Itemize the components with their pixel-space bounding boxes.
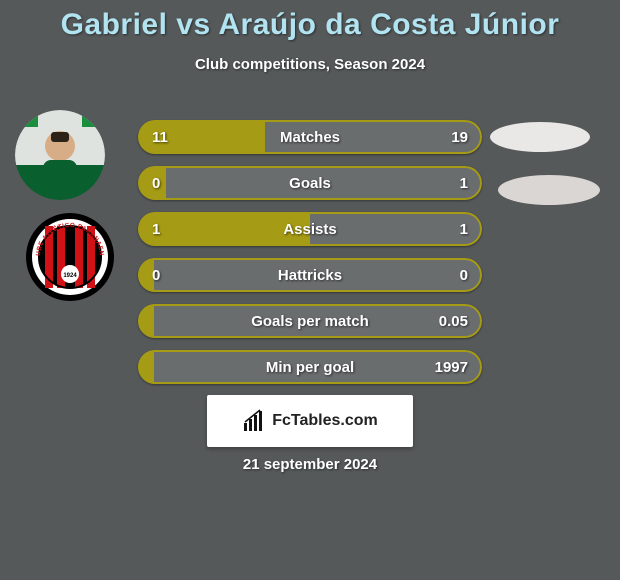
player2-value: 1997 xyxy=(435,350,468,384)
comparison-rows: Matches1119Goals01Assists11Hattricks00Go… xyxy=(138,120,482,396)
stat-label: Matches xyxy=(138,120,482,154)
player2-club-badge: 1924 CLUBE ATLÉTICO PARANAENSE xyxy=(25,212,115,302)
stat-row: Matches11 19 xyxy=(138,120,482,154)
svg-text:1924: 1924 xyxy=(63,273,77,279)
stat-label: Assists xyxy=(138,212,482,246)
player2-value: 19 xyxy=(451,120,468,154)
page-title: Gabriel vs Araújo da Costa Júnior xyxy=(0,0,620,42)
stat-row: Goals0 1 xyxy=(138,166,482,200)
stat-label: Min per goal xyxy=(138,350,482,384)
stat-label: Goals xyxy=(138,166,482,200)
player2-value: 1 xyxy=(460,166,468,200)
stat-row: Hattricks0 0 xyxy=(138,258,482,292)
player2-value: 0.05 xyxy=(439,304,468,338)
decorative-blob-1 xyxy=(490,122,590,152)
player1-value: 11 xyxy=(152,120,168,154)
stat-row: Goals per match0.05 xyxy=(138,304,482,338)
stat-row: Min per goal1997 xyxy=(138,350,482,384)
footer-attribution[interactable]: FcTables.com xyxy=(207,395,413,447)
player2-value: 1 xyxy=(460,212,468,246)
stat-row: Assists1 1 xyxy=(138,212,482,246)
player1-value: 1 xyxy=(152,212,160,246)
player1-value: 0 xyxy=(152,166,160,200)
subtitle: Club competitions, Season 2024 xyxy=(0,56,620,73)
date-label: 21 september 2024 xyxy=(0,456,620,473)
decorative-blob-2 xyxy=(498,175,600,205)
stat-label: Hattricks xyxy=(138,258,482,292)
footer-label: FcTables.com xyxy=(272,412,378,430)
player1-value: 0 xyxy=(152,258,160,292)
player1-photo-icon xyxy=(15,110,105,200)
player1-avatar xyxy=(15,110,105,200)
fctables-logo-icon xyxy=(242,409,266,433)
stat-label: Goals per match xyxy=(138,304,482,338)
club-badge-icon: 1924 CLUBE ATLÉTICO PARANAENSE xyxy=(25,212,115,302)
player2-value: 0 xyxy=(460,258,468,292)
